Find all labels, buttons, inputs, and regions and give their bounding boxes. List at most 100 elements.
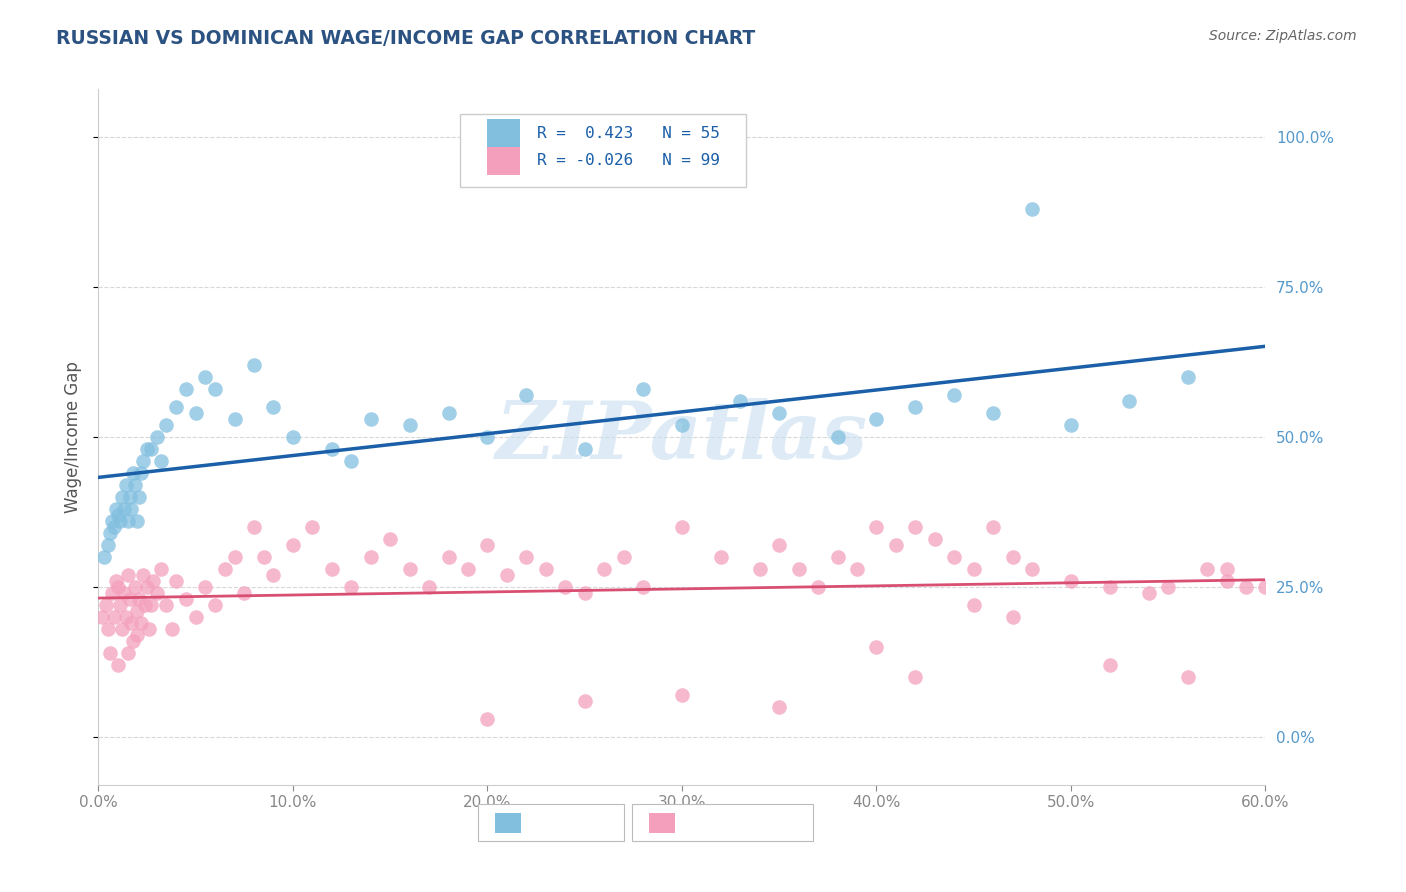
Point (981, 406, 1004, 420)
Point (787, 562, 810, 576)
Point (321, 562, 343, 576)
Point (340, 580, 363, 594)
Point (165, 400, 187, 414)
Point (118, 490, 141, 504)
Point (214, 562, 236, 576)
Point (943, 549, 966, 564)
Point (124, 478, 146, 492)
Point (129, 615, 152, 630)
Point (108, 514, 131, 528)
Point (1215, 574, 1237, 588)
Bar (486, 147, 520, 175)
Point (104, 502, 127, 516)
Point (768, 538, 790, 552)
Point (142, 574, 165, 588)
Point (138, 622, 160, 636)
Point (631, 382, 654, 396)
Point (91, 610, 114, 624)
Point (631, 580, 654, 594)
Point (101, 514, 124, 528)
FancyBboxPatch shape (460, 113, 747, 186)
Point (124, 580, 146, 594)
Point (97, 538, 120, 552)
Point (107, 580, 129, 594)
Point (1137, 586, 1160, 600)
Y-axis label: Wage/Income Gap: Wage/Income Gap (65, 361, 83, 513)
Point (122, 466, 145, 480)
Point (1098, 658, 1121, 673)
Point (1021, 202, 1043, 216)
Point (174, 382, 197, 396)
Text: Source: ZipAtlas.com: Source: ZipAtlas.com (1209, 29, 1357, 44)
Point (768, 406, 790, 420)
Point (174, 592, 197, 607)
Point (139, 598, 162, 612)
Point (194, 580, 217, 594)
Point (1098, 580, 1121, 594)
Text: Russians: Russians (527, 814, 600, 831)
Point (107, 508, 129, 522)
Point (117, 646, 139, 660)
Point (107, 658, 129, 673)
Point (437, 549, 460, 564)
Point (827, 430, 849, 444)
Point (224, 412, 246, 426)
Point (146, 586, 169, 600)
Point (865, 640, 887, 654)
Point (380, 532, 402, 546)
Point (204, 382, 226, 396)
Point (924, 532, 946, 546)
Point (114, 610, 136, 624)
Point (134, 598, 156, 612)
Point (139, 442, 162, 456)
Point (127, 628, 149, 642)
Point (129, 466, 152, 480)
Point (98, 526, 121, 541)
Point (184, 406, 207, 420)
Point (104, 574, 127, 588)
Point (136, 442, 159, 456)
Point (112, 586, 135, 600)
Point (904, 670, 927, 684)
FancyBboxPatch shape (631, 805, 813, 840)
Point (103, 610, 125, 624)
Point (112, 502, 135, 516)
Point (340, 454, 363, 468)
Point (136, 580, 159, 594)
Point (117, 568, 139, 582)
Point (1215, 562, 1237, 576)
Point (281, 538, 304, 552)
Point (515, 549, 537, 564)
Text: R = -0.026   N = 99: R = -0.026 N = 99 (537, 153, 720, 169)
Point (233, 586, 256, 600)
Point (534, 562, 557, 576)
Point (515, 388, 537, 402)
Point (437, 406, 460, 420)
Point (243, 358, 266, 372)
Point (671, 418, 693, 433)
Point (730, 394, 752, 409)
Point (768, 700, 790, 714)
Point (162, 622, 184, 636)
Point (132, 568, 155, 582)
Point (1001, 549, 1024, 564)
Point (97, 622, 120, 636)
Point (477, 430, 499, 444)
Point (262, 400, 284, 414)
Point (103, 520, 125, 534)
Point (93, 549, 115, 564)
Point (671, 688, 693, 702)
Text: RUSSIAN VS DOMINICAN WAGE/INCOME GAP CORRELATION CHART: RUSSIAN VS DOMINICAN WAGE/INCOME GAP COR… (56, 29, 755, 48)
Point (1001, 610, 1024, 624)
Bar (486, 120, 520, 147)
Point (155, 418, 177, 433)
Point (574, 442, 596, 456)
Point (301, 520, 323, 534)
Point (243, 520, 266, 534)
Point (574, 694, 596, 708)
Point (418, 580, 440, 594)
Point (194, 370, 217, 384)
Point (748, 562, 770, 576)
Point (204, 598, 226, 612)
Point (1060, 574, 1083, 588)
